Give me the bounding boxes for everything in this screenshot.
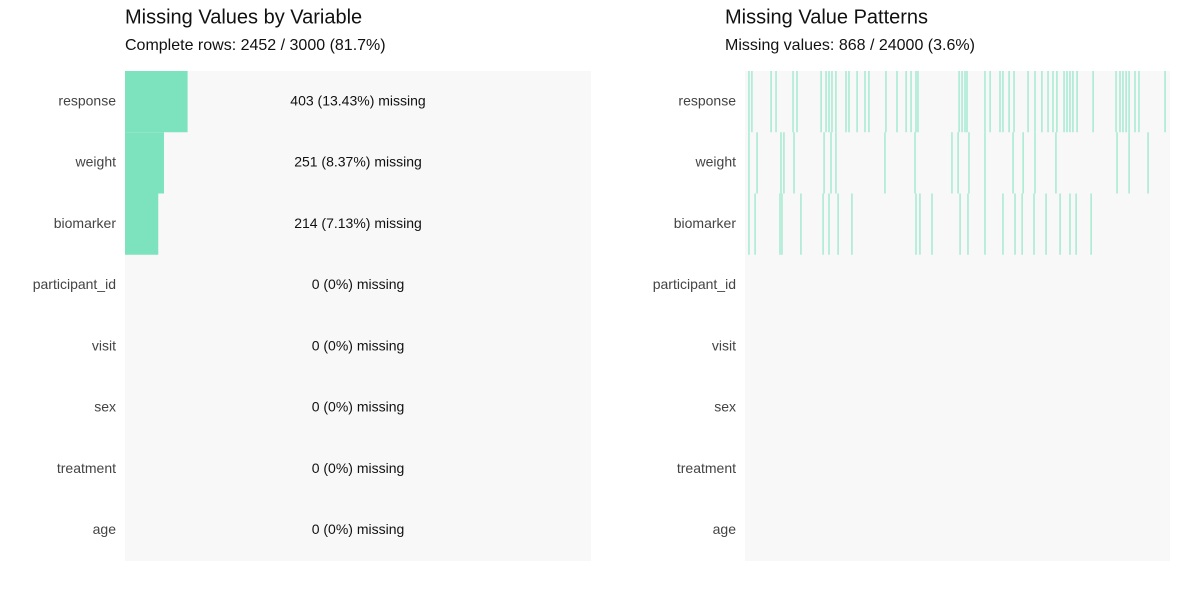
y-tick-label: weight (75, 154, 117, 170)
y-tick-label: treatment (57, 460, 116, 476)
y-tick-label: weight (695, 154, 737, 170)
y-tick-label: participant_id (33, 276, 116, 292)
value-label: 0 (0%) missing (312, 399, 405, 415)
value-label: 251 (8.37%) missing (294, 154, 422, 170)
panel (745, 71, 1170, 561)
chart-subtitle: Missing values: 868 / 24000 (3.6%) (725, 37, 975, 54)
y-tick-label: biomarker (674, 215, 737, 231)
chart-title: Missing Values by Variable (125, 6, 362, 28)
y-tick-label: age (93, 521, 117, 537)
chart-title: Missing Value Patterns (725, 6, 928, 28)
y-tick-label: sex (714, 399, 736, 415)
y-tick-label: biomarker (54, 215, 117, 231)
panel (125, 71, 591, 561)
chart-subtitle: Complete rows: 2452 / 3000 (81.7%) (125, 37, 386, 54)
bar (125, 193, 159, 255)
value-label: 403 (13.43%) missing (290, 92, 425, 108)
value-label: 0 (0%) missing (312, 276, 405, 292)
value-label: 0 (0%) missing (312, 337, 405, 353)
y-tick-label: treatment (677, 460, 736, 476)
y-tick-label: visit (712, 337, 736, 353)
y-tick-label: response (58, 92, 116, 108)
y-tick-label: age (713, 521, 737, 537)
value-label: 0 (0%) missing (312, 460, 405, 476)
value-label: 0 (0%) missing (312, 521, 405, 537)
bar (125, 71, 188, 133)
y-tick-label: sex (94, 399, 116, 415)
y-tick-label: visit (92, 337, 116, 353)
y-tick-label: participant_id (653, 276, 736, 292)
value-label: 214 (7.13%) missing (294, 215, 422, 231)
y-tick-label: response (678, 92, 736, 108)
bar (125, 132, 164, 194)
